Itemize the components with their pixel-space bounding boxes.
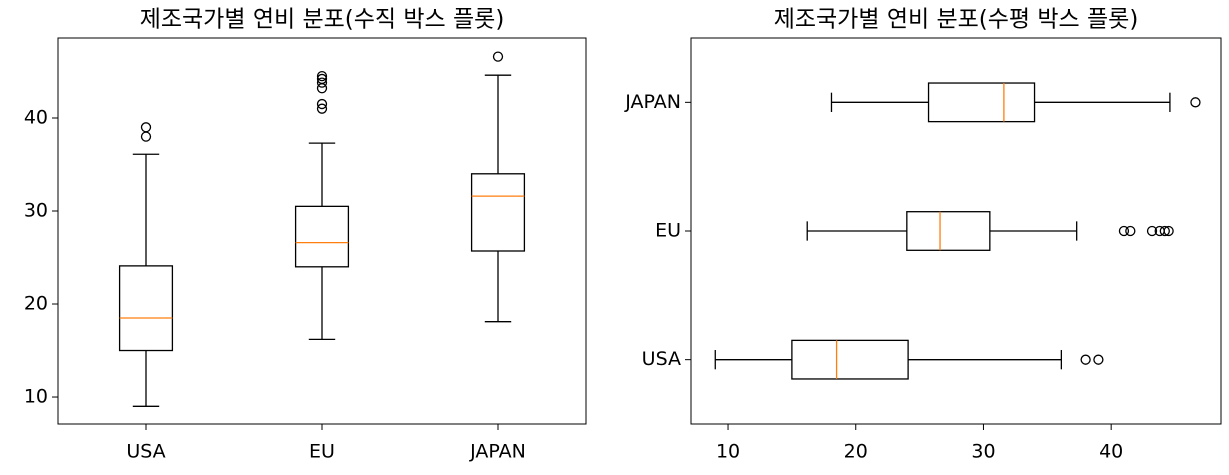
outlier [492,51,504,62]
outlier [1118,225,1130,237]
outlier [140,131,152,142]
y-tick-label: 10 [24,386,48,408]
y-tick-label: USA [642,348,681,370]
outlier [1146,225,1158,237]
plot-frame [57,37,587,425]
y-tick-label: 40 [24,106,48,128]
box [118,265,174,352]
box [906,211,991,251]
box [470,173,526,252]
outlier [140,122,152,133]
y-tick-label: EU [655,220,681,242]
outlier [1080,354,1091,365]
outlier [316,103,328,114]
x-tick-label: 10 [716,441,740,463]
outlier [1093,354,1104,365]
x-tick-label: JAPAN [469,441,526,463]
box [927,82,1036,123]
y-tick-label: 20 [24,293,48,315]
outlier [316,77,328,88]
outlier [1163,225,1174,237]
outlier [316,73,328,85]
x-tick-label: 20 [844,441,868,463]
chart-title: 제조국가별 연비 분포(수직 박스 플롯) [140,7,505,33]
plot-frame [690,37,1222,425]
outlier [316,70,328,82]
x-tick-label: 30 [971,441,995,463]
box [294,205,350,268]
x-tick-label: USA [126,441,165,463]
y-tick-label: JAPAN [624,91,681,113]
chart-title: 제조국가별 연비 분포(수평 박스 플롯) [774,7,1139,33]
box [791,339,909,380]
y-tick-label: 30 [24,200,48,222]
outlier [1159,225,1170,237]
x-tick-label: EU [309,441,335,463]
outlier [1125,225,1136,237]
outlier [316,98,328,110]
outlier [1190,97,1201,108]
x-tick-label: 40 [1099,441,1123,463]
